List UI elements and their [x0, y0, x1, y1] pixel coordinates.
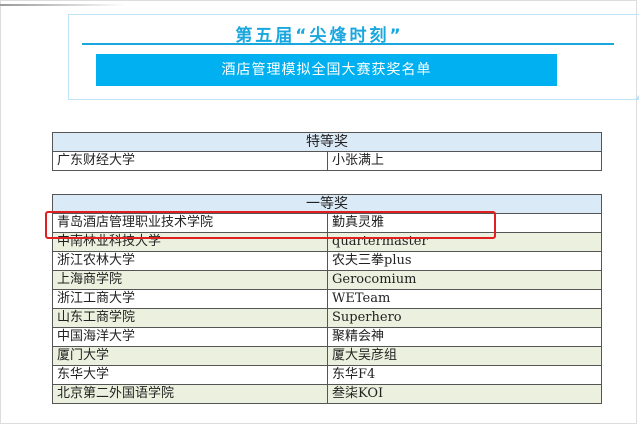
school-cell: 北京第二外国语学院 — [52, 384, 328, 404]
school-cell: 中南林业科技大学 — [52, 232, 328, 252]
table-row: 浙江工商大学 WETeam — [52, 289, 602, 309]
special-award-table: 特等奖 广东财经大学 小张满上 — [52, 132, 602, 171]
school-cell: 广东财经大学 — [52, 151, 328, 171]
team-cell: 厦大吴彦组 — [327, 346, 602, 366]
team-cell: Superhero — [327, 308, 602, 328]
title-banner — [68, 14, 639, 100]
table-row: 东华大学 东华F4 — [52, 365, 602, 385]
team-cell: 小张满上 — [327, 151, 602, 171]
school-cell: 浙江工商大学 — [52, 289, 328, 309]
highlight-box — [45, 211, 496, 239]
table-row: 北京第二外国语学院 叁柒KOI — [52, 384, 602, 404]
table-row: 中国海洋大学 聚精会神 — [52, 327, 602, 347]
school-cell: 中国海洋大学 — [52, 327, 328, 347]
subtitle-bar: 酒店管理模拟全国大赛获奖名单 — [96, 54, 557, 86]
team-cell: 聚精会神 — [327, 327, 602, 347]
decorative-line — [0, 4, 125, 6]
table-row: 广东财经大学 小张满上 — [52, 151, 602, 171]
team-cell: 东华F4 — [327, 365, 602, 385]
team-cell: WETeam — [327, 289, 602, 309]
first-award-heading: 一等奖 — [52, 194, 602, 214]
table-row: 山东工商学院 Superhero — [52, 308, 602, 328]
school-cell: 厦门大学 — [52, 346, 328, 366]
table-row: 浙江农林大学 农夫三拳plus — [52, 251, 602, 271]
table-row: 厦门大学 厦大吴彦组 — [52, 346, 602, 366]
team-cell: 叁柒KOI — [327, 384, 602, 404]
table-row: 上海商学院 Gerocomium — [52, 270, 602, 290]
table-row: 青岛酒店管理职业技术学院 勤真灵雅 — [52, 213, 602, 233]
first-award-table: 一等奖 青岛酒店管理职业技术学院 勤真灵雅 中南林业科技大学 quartermaste… — [52, 194, 602, 404]
team-cell: Gerocomium — [327, 270, 602, 290]
title-underline — [82, 43, 614, 45]
school-cell: 山东工商学院 — [52, 308, 328, 328]
special-award-heading: 特等奖 — [52, 132, 602, 152]
school-cell: 浙江农林大学 — [52, 251, 328, 271]
team-cell: 农夫三拳plus — [327, 251, 602, 271]
corner-fold — [635, 87, 639, 99]
page-title: 第五届“尖烽时刻” — [235, 26, 404, 46]
school-cell: 上海商学院 — [52, 270, 328, 290]
school-cell: 东华大学 — [52, 365, 328, 385]
